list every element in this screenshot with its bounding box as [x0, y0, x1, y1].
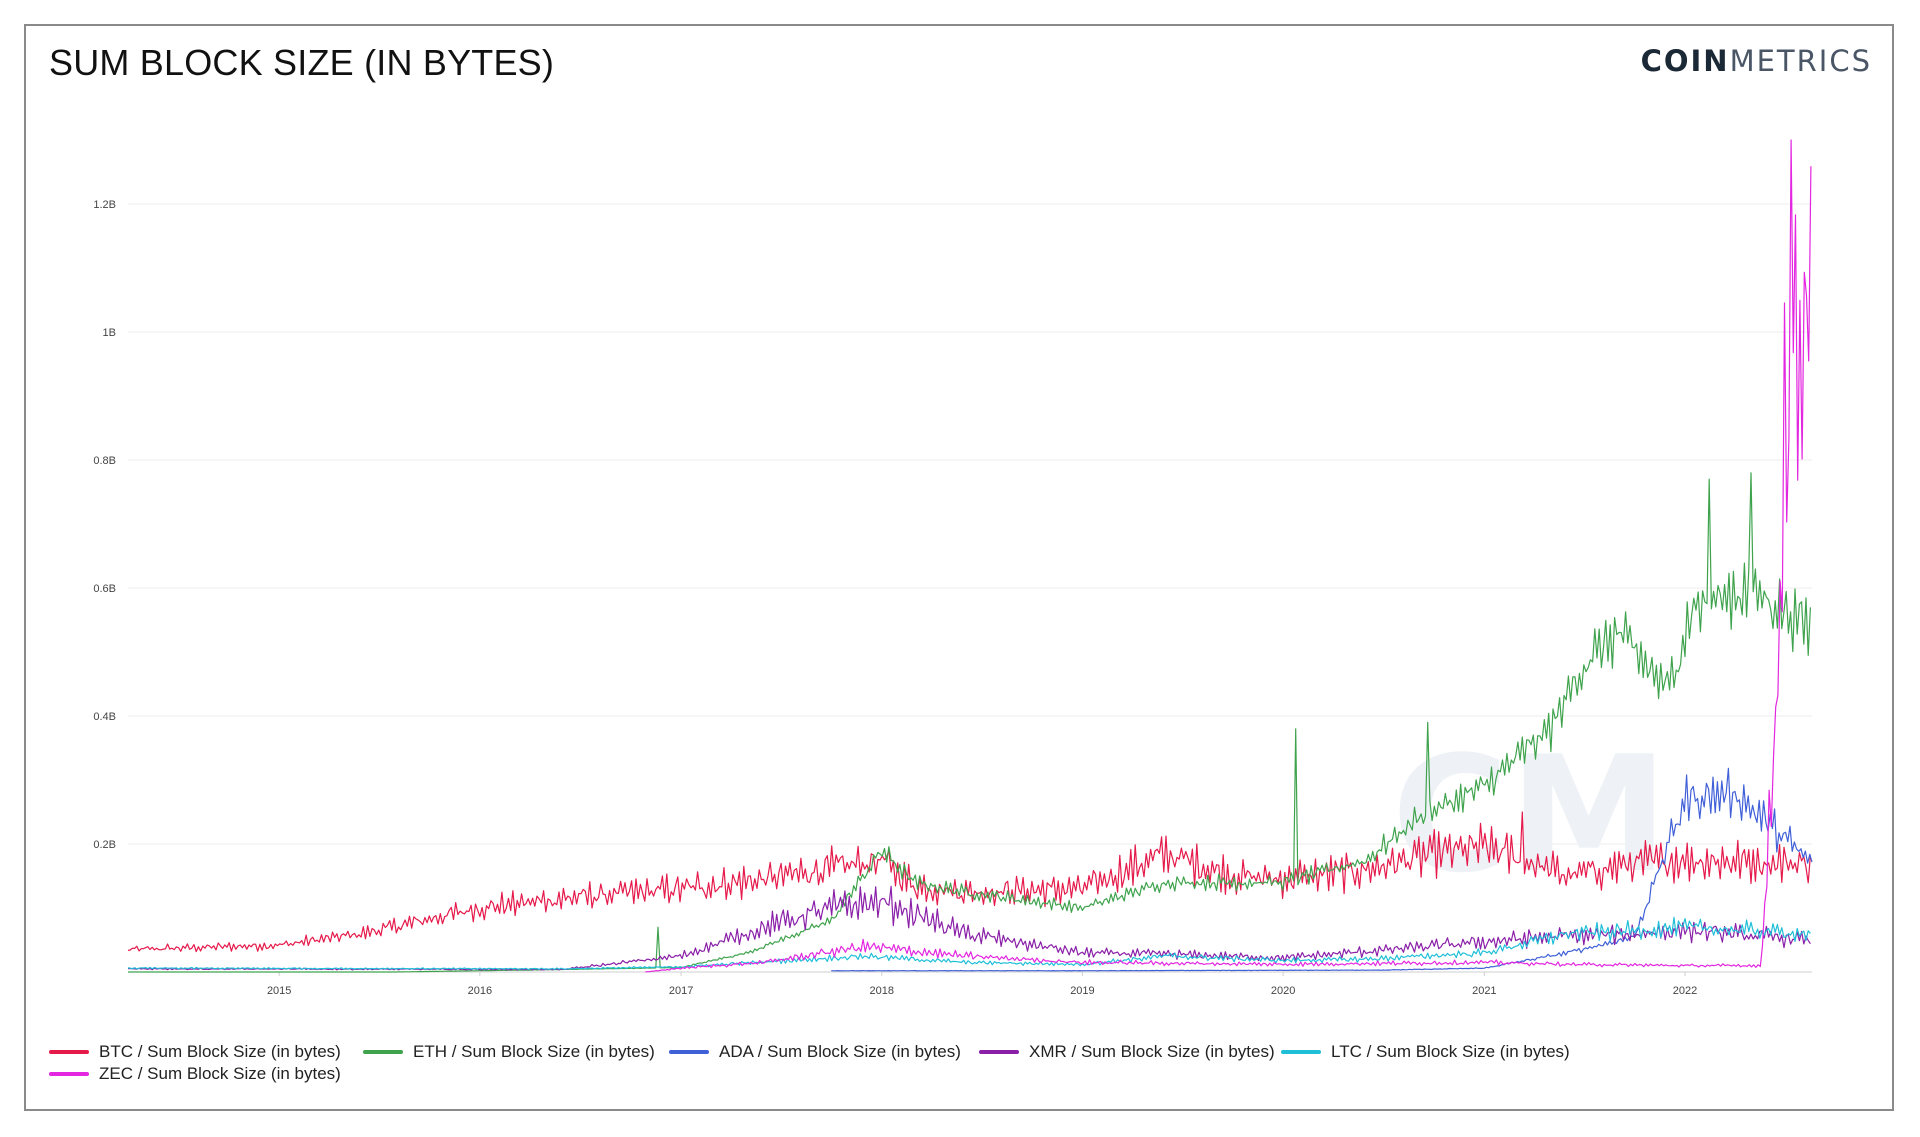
coinmetrics-logo: COINMETRICS — [1641, 44, 1872, 78]
legend-item[interactable]: ETH / Sum Block Size (in bytes) — [363, 1042, 655, 1062]
y-tick-label: 0.8B — [93, 455, 116, 467]
x-tick-label: 2021 — [1472, 985, 1496, 997]
y-tick-label: 1B — [103, 327, 116, 339]
y-tick-label: 0.2B — [93, 839, 116, 851]
y-tick-label: 0.6B — [93, 583, 116, 595]
y-tick-label: 1.2B — [93, 199, 116, 211]
x-tick-label: 2018 — [870, 985, 894, 997]
legend-item[interactable]: XMR / Sum Block Size (in bytes) — [979, 1042, 1275, 1062]
x-tick-label: 2019 — [1070, 985, 1094, 997]
legend-item[interactable]: LTC / Sum Block Size (in bytes) — [1281, 1042, 1570, 1062]
legend-item[interactable]: ADA / Sum Block Size (in bytes) — [669, 1042, 961, 1062]
legend-label: ADA / Sum Block Size (in bytes) — [719, 1042, 961, 1061]
watermark: CM — [1392, 721, 1669, 908]
series-line — [127, 916, 1811, 971]
series-line — [127, 811, 1811, 953]
legend-label: ZEC / Sum Block Size (in bytes) — [99, 1064, 341, 1083]
legend-item[interactable]: BTC / Sum Block Size (in bytes) — [49, 1042, 341, 1062]
x-tick-label: 2016 — [468, 985, 492, 997]
x-tick-label: 2015 — [267, 985, 291, 997]
x-tick-label: 2017 — [669, 985, 693, 997]
logo-text-bold: COIN — [1640, 44, 1730, 78]
y-tick-label: 0.4B — [93, 711, 116, 723]
legend-swatch — [1281, 1050, 1321, 1054]
legend-swatch — [49, 1072, 89, 1076]
legend-label: ETH / Sum Block Size (in bytes) — [413, 1042, 655, 1061]
legend-swatch — [363, 1050, 403, 1054]
series-line — [831, 767, 1813, 972]
legend-swatch — [669, 1050, 709, 1054]
legend-swatch — [979, 1050, 1019, 1054]
legend-label: LTC / Sum Block Size (in bytes) — [1331, 1042, 1570, 1061]
chart-title: SUM BLOCK SIZE (IN BYTES) — [49, 42, 555, 83]
legend-swatch — [49, 1050, 89, 1054]
series-line — [645, 139, 1812, 973]
logo-text-light: METRICS — [1729, 44, 1872, 78]
x-tick-label: 2020 — [1271, 985, 1295, 997]
legend-item[interactable]: ZEC / Sum Block Size (in bytes) — [49, 1064, 341, 1084]
x-tick-label: 2022 — [1673, 985, 1697, 997]
series-line — [128, 472, 1811, 973]
legend-label: BTC / Sum Block Size (in bytes) — [99, 1042, 341, 1061]
legend-label: XMR / Sum Block Size (in bytes) — [1029, 1042, 1275, 1061]
